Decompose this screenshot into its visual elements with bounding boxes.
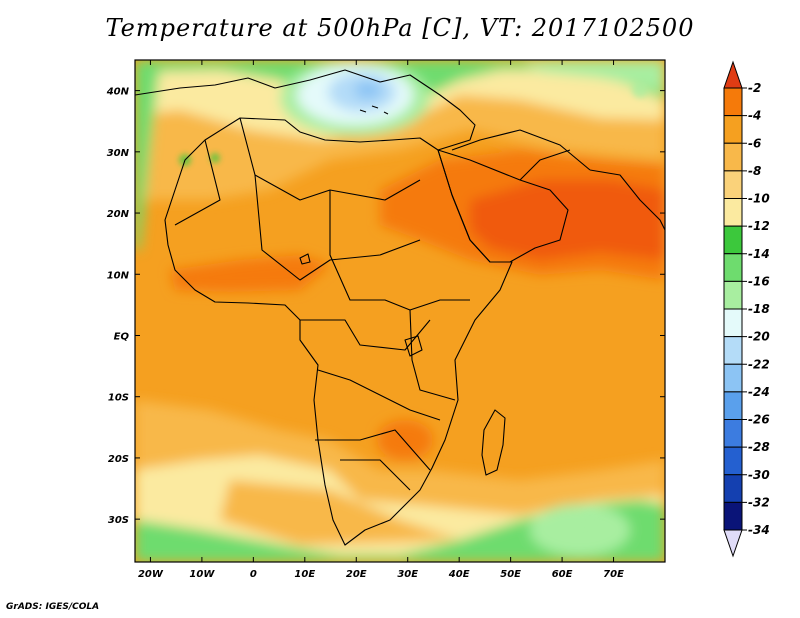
lon-label: 70E xyxy=(603,569,624,580)
border-south-3 xyxy=(340,459,411,491)
colorbar-label: -8 xyxy=(748,164,761,178)
coastlines xyxy=(135,69,665,546)
border-central-1 xyxy=(254,174,421,281)
colorbar-label: -18 xyxy=(748,302,770,316)
colorbar-label: -32 xyxy=(748,495,770,509)
south-warm-inner xyxy=(220,480,460,545)
sahel-hot xyxy=(170,255,330,292)
colorbar-label: -16 xyxy=(748,274,770,288)
madagascar-coastline xyxy=(481,409,506,476)
colorbar-label: -6 xyxy=(748,136,761,150)
colorbar-box xyxy=(723,419,743,448)
colorbar-box xyxy=(723,308,743,338)
border-south-2 xyxy=(315,429,431,471)
border-sahara-2 xyxy=(174,139,221,226)
colorbar-label: -14 xyxy=(748,247,770,261)
colorbar-label: -4 xyxy=(748,109,761,123)
zambia-hot xyxy=(377,420,433,460)
colorbar-box xyxy=(723,474,743,503)
plot-frame xyxy=(134,59,666,563)
colorbar-box xyxy=(723,391,743,420)
colorbar-box xyxy=(723,446,743,476)
lon-label: 0 xyxy=(250,569,257,580)
colorbar-label: -26 xyxy=(748,413,770,427)
colorbar-box xyxy=(723,336,743,365)
colorbar-box xyxy=(723,87,743,117)
europe-coastline xyxy=(135,69,476,151)
lon-label: 10W xyxy=(189,569,215,580)
arabia-very-hot xyxy=(470,180,665,260)
lon-label: 30E xyxy=(397,569,418,580)
border-sahara-1 xyxy=(239,117,421,201)
lat-label: 30S xyxy=(108,515,129,526)
colorbar-box xyxy=(723,253,743,282)
north-lightgreen-east xyxy=(520,60,665,92)
south-green-band xyxy=(135,500,665,562)
colorbar-label: -24 xyxy=(748,385,770,399)
colorbar-box xyxy=(723,142,743,172)
lon-label: 40E xyxy=(448,569,470,580)
colorbar-label: -12 xyxy=(748,219,770,233)
lat-label: 40N xyxy=(106,87,130,98)
africa-coastline xyxy=(164,117,513,546)
border-central-2 xyxy=(329,190,470,311)
lat-label: 20S xyxy=(108,454,129,465)
lat-label: 20N xyxy=(107,209,130,220)
lon-label: 20W xyxy=(138,569,164,580)
lon-label: 60E xyxy=(552,569,573,580)
lake-chad xyxy=(299,253,311,265)
footer-credit: GrADS: IGES/COLA xyxy=(6,602,100,612)
longitude-axis: 20W 10W 0 10E 20E 30E 40E 50E 60E 70E xyxy=(138,60,624,580)
india-coastline xyxy=(589,169,665,231)
temperature-field xyxy=(135,60,665,562)
lat-label: EQ xyxy=(114,331,130,342)
west-green xyxy=(135,60,160,250)
colorbar-box xyxy=(723,363,743,393)
colorbar-box xyxy=(723,198,743,227)
border-east-1 xyxy=(409,309,456,401)
colorbar-label: -30 xyxy=(748,468,770,482)
border-central-3 xyxy=(300,319,431,351)
colorbar-bottom-arrow xyxy=(723,529,743,558)
lat-label: 10N xyxy=(107,270,130,281)
colorbar-box xyxy=(723,170,743,199)
colorbar-box xyxy=(723,501,743,531)
arabia-coastline xyxy=(437,149,569,263)
lon-label: 10E xyxy=(294,569,315,580)
south-lightgreen-pocket xyxy=(530,504,630,556)
lon-label: 20E xyxy=(346,569,367,580)
med-mid-blue xyxy=(354,81,382,99)
colorbar-box xyxy=(723,280,743,310)
colorbar-label: -34 xyxy=(748,523,770,537)
colorbar-label: -20 xyxy=(748,330,770,344)
border-mideast-2 xyxy=(519,149,571,181)
colorbar-top-arrow xyxy=(723,60,743,89)
colorbar-box xyxy=(723,115,743,144)
greek-islands xyxy=(359,105,389,115)
colorbar-box xyxy=(723,225,743,255)
lat-label: 10S xyxy=(108,393,129,404)
border-south-1 xyxy=(317,369,441,421)
latitude-axis: 40N 30N 20N 10N EQ 10S 20S 30S xyxy=(106,87,665,526)
colorbar-label: -22 xyxy=(748,357,770,371)
colorbar: -2 -4 -6 -8 -10 -12 -14 -16 -18 -20 -22 -24 -26 -28 -3… xyxy=(723,60,770,558)
border-mideast-1 xyxy=(451,129,591,171)
lat-label: 30N xyxy=(107,148,130,159)
colorbar-label: -10 xyxy=(748,192,770,206)
colorbar-label: -28 xyxy=(748,440,770,454)
map-title: Temperature at 500hPa [C], VT: 201710250… xyxy=(105,14,695,42)
lon-label: 50E xyxy=(500,569,521,580)
colorbar-label: -2 xyxy=(748,81,761,95)
lake-victoria xyxy=(404,335,423,357)
